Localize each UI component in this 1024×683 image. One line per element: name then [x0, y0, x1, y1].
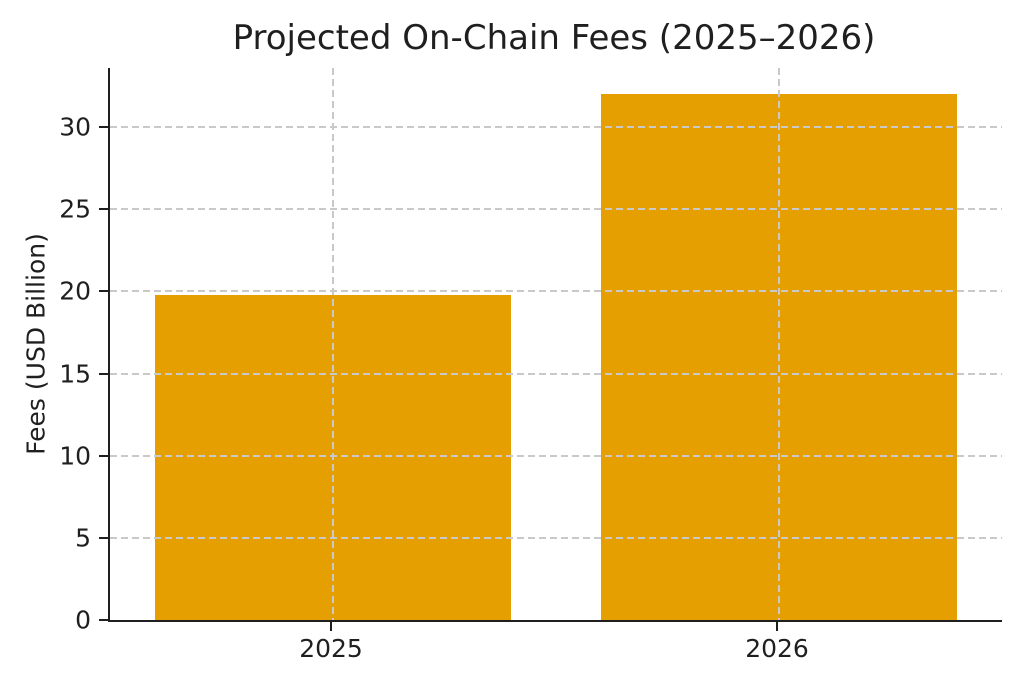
- gridline-y-25: [110, 208, 1002, 211]
- y-tick-label-20: 20: [59, 276, 91, 306]
- gridline-y-30: [110, 126, 1002, 129]
- y-tick-mark-20: [99, 290, 108, 293]
- y-tick-label-25: 25: [59, 194, 91, 224]
- y-tick-label-30: 30: [59, 112, 91, 142]
- gridline-x-2026: [778, 68, 780, 620]
- y-tick-label-15: 15: [59, 359, 91, 389]
- chart-title: Projected On-Chain Fees (2025–2026): [232, 18, 876, 58]
- y-tick-mark-10: [99, 454, 108, 457]
- y-tick-mark-15: [99, 372, 108, 375]
- y-tick-mark-0: [99, 619, 108, 621]
- y-axis-label: Fees (USD Billion): [21, 233, 51, 455]
- gridline-y-20: [110, 290, 1002, 293]
- x-tick-mark-2025: [330, 622, 332, 631]
- y-tick-mark-30: [99, 126, 108, 129]
- gridline-y-10: [110, 454, 1002, 457]
- x-tick-label-2025: 2025: [299, 634, 363, 663]
- plot-area: [108, 68, 1002, 622]
- x-tick-label-2026: 2026: [745, 634, 809, 663]
- y-tick-label-10: 10: [59, 441, 91, 471]
- gridline-y-15: [110, 372, 1002, 375]
- y-tick-mark-5: [99, 536, 108, 539]
- y-tick-mark-25: [99, 208, 108, 211]
- x-tick-mark-2026: [776, 622, 778, 631]
- y-tick-label-5: 5: [75, 523, 91, 553]
- gridline-x-2025: [332, 68, 334, 620]
- gridline-y-5: [110, 536, 1002, 539]
- y-tick-label-0: 0: [75, 605, 91, 635]
